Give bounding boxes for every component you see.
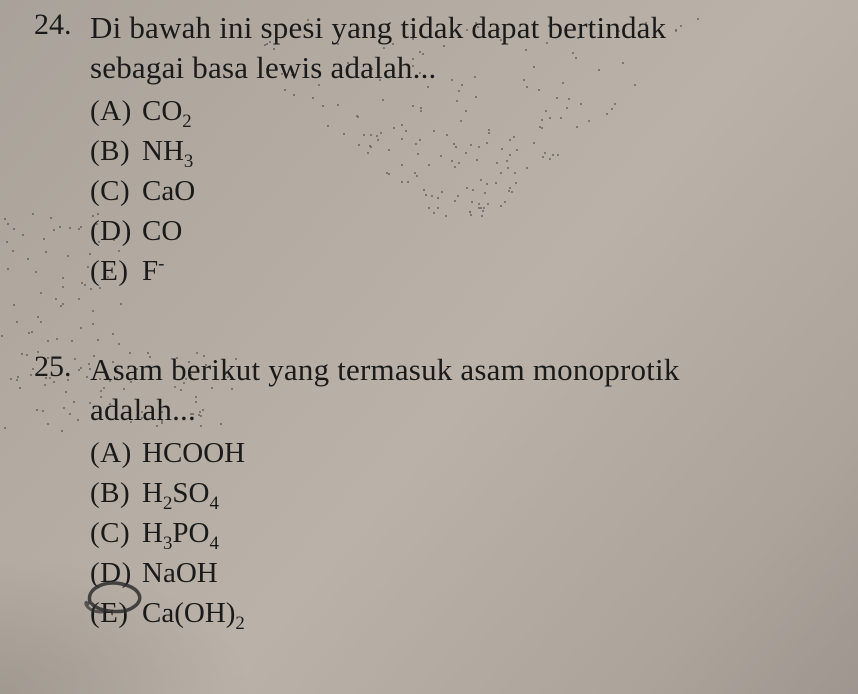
option-formula: HCOOH: [142, 437, 245, 469]
options-list: (A)HCOOH (B)H2SO4 (C)H3PO4 (D)NaOH (E)Ca…: [90, 433, 828, 633]
option-c: (C)CaO: [90, 171, 828, 211]
option-e: (E)Ca(OH)2: [90, 593, 828, 633]
option-letter: (C): [90, 171, 142, 211]
stem-line: Asam berikut yang termasuk asam monoprot…: [90, 350, 828, 390]
option-letter: (E): [90, 593, 142, 633]
option-letter: (D): [90, 211, 142, 251]
option-formula: CaO: [142, 175, 195, 207]
option-formula: NaOH: [142, 557, 218, 589]
question-stem: Di bawah ini spesi yang tidak dapat bert…: [90, 8, 828, 89]
question-number: 25.: [34, 350, 72, 384]
option-formula: H3PO4: [142, 517, 219, 549]
option-b: (B)NH3: [90, 131, 828, 171]
option-letter: (E): [90, 251, 142, 291]
option-letter: (D): [90, 553, 142, 593]
option-letter: (B): [90, 473, 142, 513]
option-b: (B)H2SO4: [90, 473, 828, 513]
question-24: 24. Di bawah ini spesi yang tidak dapat …: [34, 8, 828, 291]
option-letter: (B): [90, 131, 142, 171]
option-d: (D)CO: [90, 211, 828, 251]
option-e: (E)F-: [90, 251, 828, 291]
question-25: 25. Asam berikut yang termasuk asam mono…: [34, 350, 828, 633]
option-formula: H2SO4: [142, 477, 219, 509]
page: 24. Di bawah ini spesi yang tidak dapat …: [0, 0, 858, 694]
option-letter: (A): [90, 433, 142, 473]
option-letter: (A): [90, 91, 142, 131]
question-stem: Asam berikut yang termasuk asam monoprot…: [90, 350, 828, 431]
question-number: 24.: [34, 8, 72, 42]
stem-line: adalah...: [90, 390, 828, 430]
option-formula: NH3: [142, 135, 193, 167]
options-list: (A)CO2 (B)NH3 (C)CaO (D)CO (E)F-: [90, 91, 828, 291]
stem-line: Di bawah ini spesi yang tidak dapat bert…: [90, 8, 828, 48]
option-c: (C)H3PO4: [90, 513, 828, 553]
option-a: (A)CO2: [90, 91, 828, 131]
option-formula: CO2: [142, 95, 192, 127]
option-formula: Ca(OH)2: [142, 597, 245, 629]
option-letter: (C): [90, 513, 142, 553]
option-formula: F-: [142, 255, 164, 287]
option-d: (D)NaOH: [90, 553, 828, 593]
option-a: (A)HCOOH: [90, 433, 828, 473]
stem-line: sebagai basa lewis adalah...: [90, 48, 828, 88]
option-formula: CO: [142, 215, 182, 247]
